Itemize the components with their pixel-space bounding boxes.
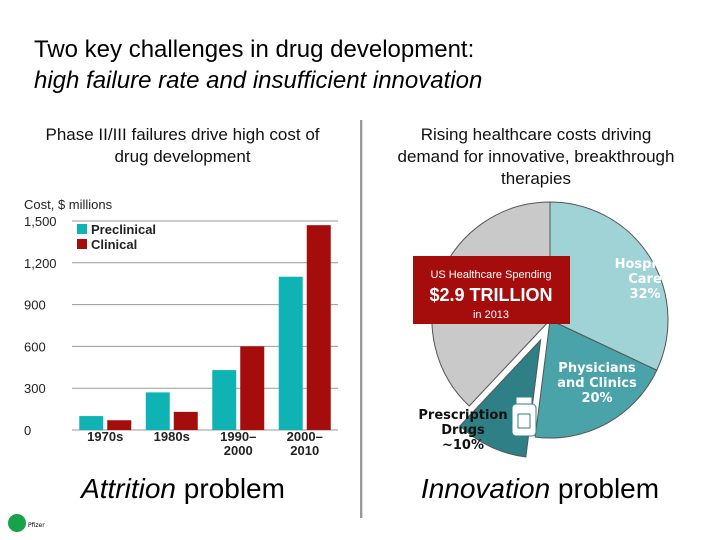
legend-swatch-clinical [77, 239, 87, 249]
pie-slice [549, 201, 669, 371]
pie-label: 32% [629, 287, 660, 302]
legend-swatch-preclinical [77, 224, 87, 234]
innovation-problem-label: Innovation problem [380, 473, 700, 505]
x-tick-label: 2000– [287, 429, 323, 444]
pie-label: Care [628, 272, 662, 287]
bar-preclinical [278, 276, 303, 430]
right-column-heading: Rising healthcare costs driving demand f… [397, 125, 675, 188]
callout-line-3: in 2013 [473, 309, 509, 321]
legend-label-clinical: Clinical [91, 237, 137, 252]
y-tick-label: 0 [24, 423, 31, 438]
pie-label: and Clinics [557, 376, 637, 391]
bottle-label [517, 413, 531, 429]
slide-title: Two key challenges in drug development: … [34, 34, 482, 96]
x-tick-label: 2010 [290, 443, 319, 458]
innovation-rest: problem [550, 473, 660, 504]
left-column-heading: Phase II/III failures drive high cost of… [45, 125, 320, 166]
y-tick-label: 300 [24, 381, 46, 396]
callout-line-1: US Healthcare Spending [430, 269, 551, 281]
y-axis-title: Cost, $ millions [24, 197, 113, 212]
pie-label: Physicians [558, 361, 636, 376]
x-tick-label: 2000 [224, 443, 253, 458]
attrition-word: Attrition [81, 473, 176, 504]
column-divider-shadow [362, 120, 363, 518]
bar-preclinical [212, 370, 237, 430]
y-tick-label: 600 [24, 339, 46, 354]
pie-slice [534, 319, 658, 439]
column-divider [360, 120, 362, 518]
y-tick-label: 1,500 [24, 214, 57, 229]
spending-callout-box [413, 256, 570, 324]
y-tick-label: 900 [24, 298, 46, 313]
x-tick-label: 1980s [154, 429, 190, 444]
cost-bar-chart: Cost, $ millions 0 300 600 900 1,200 1,500 1970… [24, 197, 338, 458]
callout-line-2: $2.9 TRILLION [429, 285, 552, 305]
pill-bottle-icon [511, 396, 537, 437]
pie-label: Drugs [441, 423, 485, 438]
pfizer-logo-icon [8, 514, 26, 532]
bar-clinical [173, 411, 198, 430]
logo-text: Pfizer [28, 522, 45, 529]
bar-clinical [240, 346, 265, 430]
y-tick-label: 1,200 [24, 256, 57, 271]
title-line-2: high failure rate and insufficient innov… [34, 67, 483, 94]
x-tick-label: 1990– [220, 429, 256, 444]
innovation-word: Innovation [420, 473, 551, 504]
bar-clinical [306, 225, 331, 430]
bottle-body [511, 403, 537, 437]
pie-label: Hospital [615, 257, 676, 272]
bar-clinical [107, 420, 132, 430]
x-tick-label: 1970s [87, 429, 123, 444]
pie-label: 20% [581, 391, 612, 406]
pie-label: Prescription [418, 408, 507, 423]
bottle-cap [515, 396, 533, 405]
legend-label-preclinical: Preclinical [91, 222, 156, 237]
pie-label: ~10% [442, 438, 484, 453]
title-line-1: Two key challenges in drug development: [34, 36, 475, 63]
bar-preclinical [79, 416, 104, 430]
bar-preclinical [145, 392, 170, 430]
attrition-problem-label: Attrition problem [48, 473, 318, 505]
attrition-rest: problem [176, 473, 285, 504]
